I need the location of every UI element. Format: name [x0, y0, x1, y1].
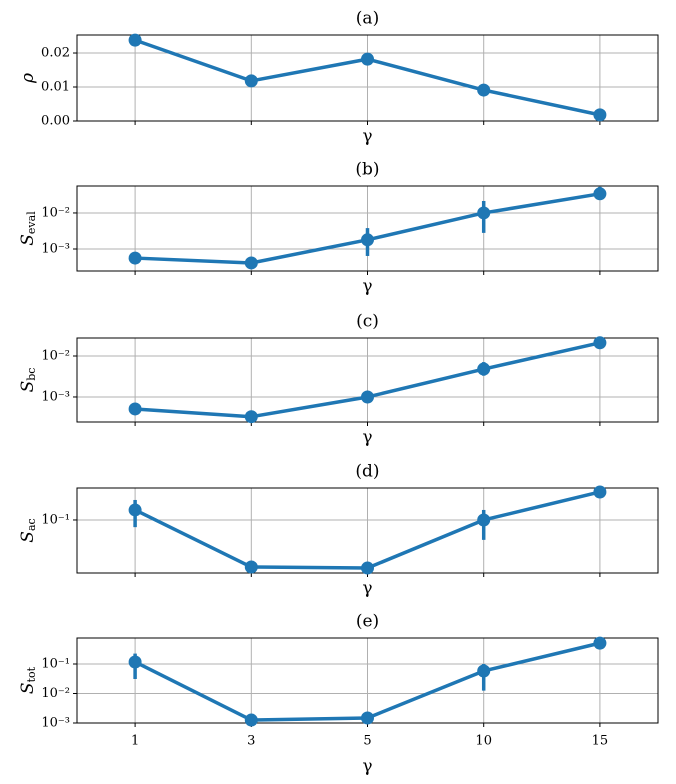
y-tick-label: 10⁻² [41, 205, 70, 220]
panel: 0.00 0.01 0.02 (a) γ ρ [18, 9, 659, 147]
data-point [361, 233, 374, 247]
data-point [128, 503, 142, 517]
data-point [593, 108, 607, 122]
data-point [361, 711, 374, 725]
y-label-main: S [18, 381, 38, 393]
plot-frame [76, 185, 659, 272]
y-tick-label: 10⁻³ [41, 389, 70, 404]
y-label-main: S [18, 682, 38, 694]
data-point [128, 33, 142, 47]
plot-frame [76, 34, 659, 122]
data-point [361, 52, 374, 66]
y-tick-label: 10⁻² [41, 686, 70, 701]
y-label-subscript: bc [25, 368, 38, 381]
data-point [244, 410, 258, 424]
y-tick-label: 0.00 [41, 114, 70, 129]
x-tick-label: 1 [131, 734, 139, 749]
y-label-main: S [18, 234, 38, 246]
x-tick-label: 10 [475, 734, 492, 749]
data-point [593, 636, 607, 650]
y-axis-label: Seval [18, 211, 39, 246]
data-point [593, 187, 607, 201]
data-point [128, 402, 142, 416]
y-tick-label: 10⁻¹ [41, 656, 70, 671]
data-point [128, 251, 142, 265]
y-axis-label: Stot [18, 666, 39, 694]
y-tick-label: 10⁻³ [41, 241, 70, 256]
data-point [244, 74, 258, 88]
data-point [244, 560, 258, 574]
panel-title: (a) [356, 9, 379, 29]
y-label-subscript: eval [25, 211, 38, 234]
data-point [128, 655, 142, 669]
data-point [361, 390, 374, 404]
data-point [244, 713, 258, 727]
x-axis-label: γ [362, 127, 372, 147]
x-axis-label: γ [362, 428, 372, 448]
panel: 10⁻³ 10⁻² (b) γ Seval [18, 160, 659, 297]
x-tick-label: 15 [592, 734, 609, 749]
x-axis-label: γ [362, 277, 372, 297]
y-tick-label: 10⁻² [41, 349, 70, 364]
data-point [477, 83, 491, 97]
panel-title: (d) [355, 462, 379, 482]
panel-title: (c) [356, 312, 379, 332]
data-point [477, 362, 491, 376]
y-tick-label: 10⁻¹ [41, 512, 70, 527]
panel-title: (e) [356, 612, 379, 632]
y-axis-label: ρ [18, 73, 38, 84]
y-label-subscript: tot [25, 666, 38, 682]
panel: 10⁻³ 10⁻² (c) γ Sbc [18, 312, 659, 448]
x-tick-label: 5 [363, 734, 371, 749]
y-label-main: ρ [18, 73, 38, 84]
y-tick-label: 0.02 [41, 46, 70, 61]
y-label-main: S [18, 531, 38, 543]
x-axis-label: γ [362, 579, 372, 599]
data-point [593, 336, 607, 350]
data-point [244, 256, 258, 270]
y-label-subscript: ac [25, 518, 38, 531]
panel: 10⁻¹ (d) γ Sac [18, 462, 659, 599]
data-point [477, 664, 491, 678]
panel: 1 3 5 10 15 10⁻³ 10⁻² 10⁻¹ (e) γ Stot [18, 612, 659, 777]
data-point [593, 485, 607, 499]
x-axis-label: γ [362, 757, 372, 777]
data-point [477, 206, 491, 220]
y-axis-label: Sac [18, 518, 39, 542]
y-tick-label: 0.01 [41, 80, 70, 95]
x-tick-label: 3 [247, 734, 255, 749]
plot-frame [76, 337, 659, 423]
y-tick-label: 10⁻³ [41, 716, 70, 731]
panel-title: (b) [355, 160, 379, 180]
data-point [477, 513, 491, 527]
y-axis-label: Sbc [18, 368, 39, 393]
data-point [361, 561, 374, 575]
